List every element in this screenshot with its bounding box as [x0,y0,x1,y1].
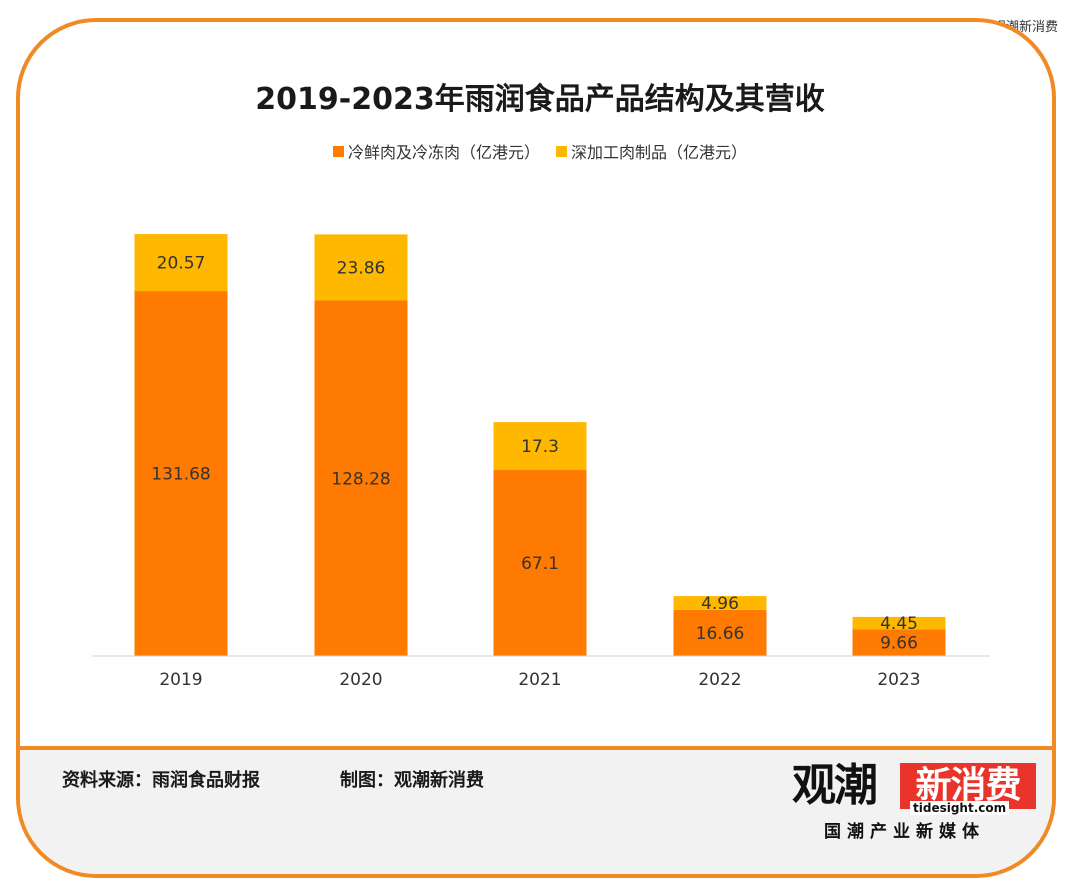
bar-processed-2022 [673,596,767,610]
data-label-processed-2021: 17.3 [521,437,559,457]
legend-item-processed: 深加工肉制品（亿港元） [556,139,747,163]
brand-tagline: 国潮产业新媒体 [824,822,985,842]
bar-processed-2019 [134,234,228,292]
legend-label-fresh: 冷鲜肉及冷冻肉（亿港元） [347,143,540,162]
legend-swatch-processed [556,145,567,157]
bar-fresh-2021 [493,470,587,656]
chart-title: 2019-2023年雨润食品产品结构及其营收 [255,82,825,117]
bar-processed-2020 [314,234,408,301]
data-label-fresh-2021: 67.1 [521,554,559,574]
data-label-fresh-2022: 16.66 [696,624,745,644]
brand-logo: 观潮 新消费 tidesight.com 国潮产业新媒体 [792,760,1036,842]
source-note: 资料来源：雨润食品财报 [62,770,260,791]
bar-fresh-2020 [314,300,408,656]
x-tick-label-2020: 2020 [339,670,382,690]
data-label-processed-2020: 23.86 [337,258,386,278]
x-tick-label-2019: 2019 [159,670,202,690]
legend: 冷鲜肉及冷冻肉（亿港元） 深加工肉制品（亿港元） [0,139,1080,163]
footer-bar [20,746,1052,874]
data-label-fresh-2020: 128.28 [331,469,390,489]
brand-name-main: 观潮 [792,760,878,811]
bar-processed-2023 [852,616,946,630]
bar-fresh-2019 [134,291,228,656]
bar-fresh-2023 [852,629,946,656]
data-label-fresh-2023: 9.66 [880,634,918,654]
brand-url: tidesight.com [910,801,1010,815]
data-label-fresh-2019: 131.68 [151,465,210,485]
data-label-processed-2023: 4.45 [880,614,918,634]
data-label-processed-2022: 4.96 [701,594,739,614]
legend-item-fresh: 冷鲜肉及冷冻肉（亿港元） [332,139,540,163]
bar-fresh-2022 [673,609,767,656]
x-tick-label-2023: 2023 [877,670,920,690]
legend-swatch-fresh [332,145,344,157]
made-by-note: 制图：观潮新消费 [340,770,484,791]
data-label-processed-2019: 20.57 [157,254,206,274]
x-tick-label-2021: 2021 [518,670,561,690]
x-tick-label-2022: 2022 [698,670,741,690]
bar-processed-2021 [493,422,587,471]
legend-label-processed: 深加工肉制品（亿港元） [571,143,748,162]
